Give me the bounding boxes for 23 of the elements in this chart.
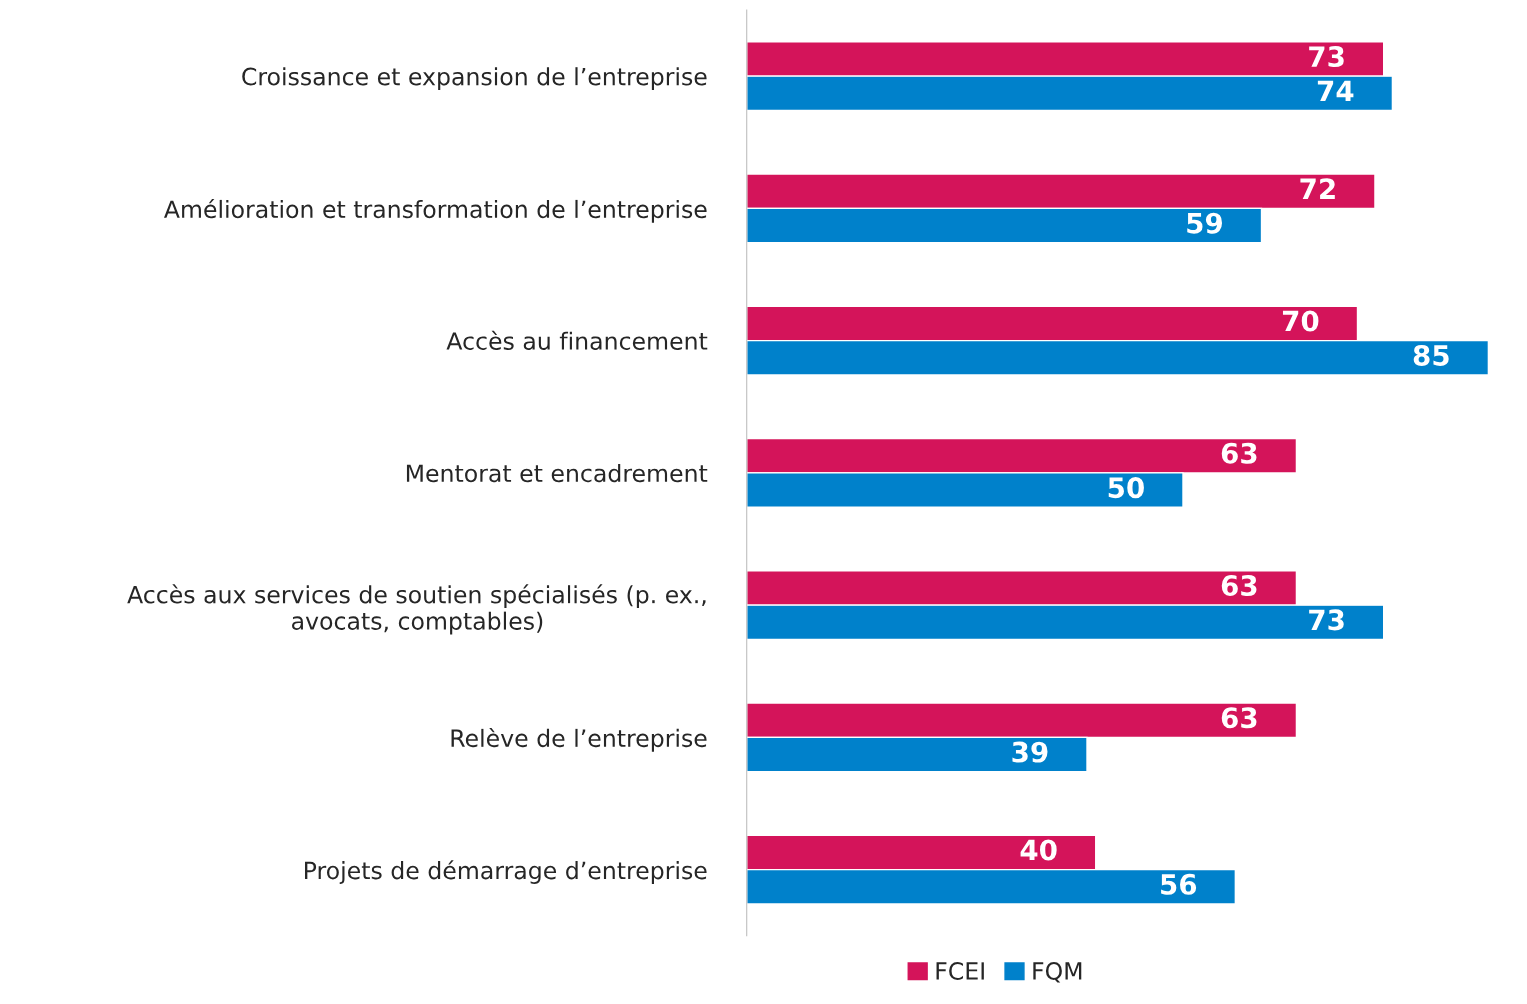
data-label: 70 [1282, 310, 1319, 332]
data-label: 72 [1300, 178, 1335, 199]
y-tick-label: Amélioration et transformation de l’entreprise [163, 198, 707, 223]
data-label: 56 [1161, 873, 1197, 895]
y-tick-label: Accès au financement [446, 330, 708, 350]
legend-label: FCEI [936, 962, 984, 980]
data-label: 73 [1309, 609, 1344, 631]
data-label: 85 [1413, 344, 1449, 366]
data-label: 63 [1221, 707, 1257, 729]
y-tick-label: Relève de l’entreprise [451, 727, 707, 752]
y-tick-label: Accès aux services de soutien spécialisés (p. ex., avocats, comptables) [127, 584, 706, 635]
data-label: 63 [1221, 442, 1257, 464]
data-label: 63 [1221, 574, 1257, 596]
data-label: 39 [1012, 741, 1048, 763]
data-label: 73 [1309, 46, 1344, 68]
y-tick-label: Mentorat et encadrement [406, 463, 708, 483]
y-tick-label: Projets de démarrage d’entreprise [305, 860, 707, 884]
data-label: 74 [1317, 80, 1354, 102]
y-tick-label: Croissance et expansion de l’entreprise [242, 67, 707, 91]
data-label: 59 [1187, 212, 1223, 234]
data-label: 40 [1020, 839, 1057, 861]
data-label: 50 [1108, 477, 1144, 499]
legend-label: FQM [1033, 962, 1082, 983]
